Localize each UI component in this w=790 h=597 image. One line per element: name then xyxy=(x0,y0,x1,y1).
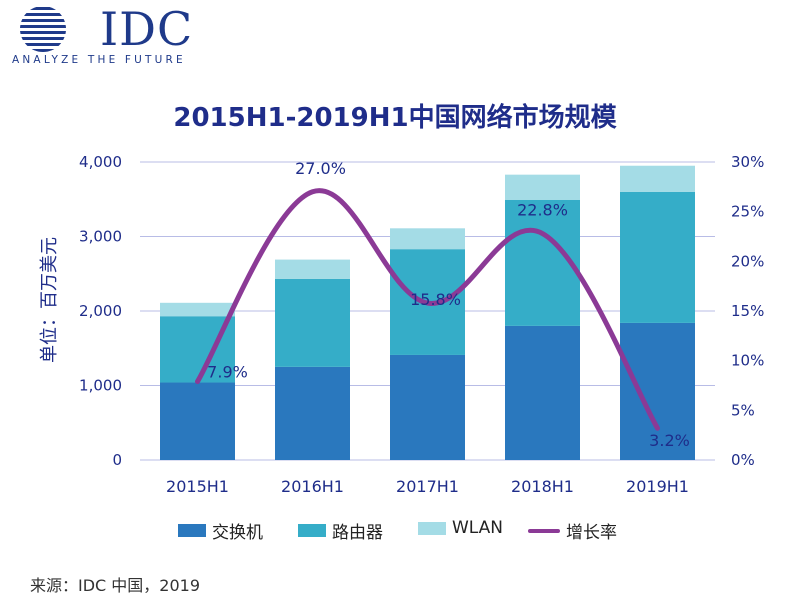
y-tick-label: 4,000 xyxy=(79,153,122,171)
legend-label-growth: 增长率 xyxy=(566,523,617,543)
globe-icon xyxy=(20,7,66,52)
y2-tick-label: 25% xyxy=(731,203,764,221)
legend-item-wlan: WLAN xyxy=(418,518,503,538)
legend-label-wlan: WLAN xyxy=(452,518,504,538)
y-tick-label: 0 xyxy=(112,451,122,469)
logo-tagline: ANALYZE THE FUTURE xyxy=(12,54,186,66)
x-tick-label: 2015H1 xyxy=(166,477,229,496)
legend-label-router: 路由器 xyxy=(332,523,383,543)
growth-data-label: 3.2% xyxy=(649,431,690,450)
legend-swatch-wlan xyxy=(418,521,446,535)
y2-tick-label: 20% xyxy=(731,252,764,270)
legend-line-growth xyxy=(528,528,560,533)
bar-wlan xyxy=(160,302,235,317)
chart-title: 2015H1-2019H1中国网络市场规模 xyxy=(173,103,617,133)
bar-switch xyxy=(390,354,465,460)
y-tick-label: 2,000 xyxy=(79,302,122,320)
y2-tick-label: 10% xyxy=(731,352,764,370)
x-tick-label: 2018H1 xyxy=(511,477,574,496)
growth-data-label: 22.8% xyxy=(517,201,568,220)
idc-logo: IDC ANALYZE THE FUTURE xyxy=(10,4,210,70)
x-tick-label: 2016H1 xyxy=(281,477,344,496)
bar-wlan xyxy=(620,165,695,192)
growth-data-label: 15.8% xyxy=(410,290,461,309)
logo-wordmark: IDC xyxy=(100,2,194,56)
legend-label-switch: 交换机 xyxy=(212,523,263,543)
growth-data-label: 7.9% xyxy=(207,363,248,382)
bar-switch xyxy=(620,322,695,460)
bar-router xyxy=(275,278,350,367)
bar-wlan xyxy=(390,228,465,250)
legend-item-router: 路由器 xyxy=(298,518,383,543)
y2-tick-label: 15% xyxy=(731,302,764,320)
bar-switch xyxy=(160,382,235,460)
bar-wlan xyxy=(275,259,350,279)
growth-line xyxy=(195,188,660,431)
growth-data-label: 27.0% xyxy=(295,159,346,178)
x-tick-label: 2017H1 xyxy=(396,477,459,496)
bar-switch xyxy=(275,366,350,460)
y2-tick-label: 30% xyxy=(731,153,764,171)
y2-tick-label: 5% xyxy=(731,401,755,419)
bar-switch xyxy=(505,325,580,460)
legend-item-switch: 交换机 xyxy=(178,518,263,543)
x-tick-label: 2019H1 xyxy=(626,477,689,496)
legend-item-growth: 增长率 xyxy=(528,518,617,543)
bar-router xyxy=(505,199,580,326)
y-tick-label: 1,000 xyxy=(79,377,122,395)
legend-swatch-router xyxy=(298,524,326,537)
source-note: 来源：IDC 中国，2019 xyxy=(30,576,201,595)
y-tick-label: 3,000 xyxy=(79,228,122,246)
legend-swatch-switch xyxy=(178,524,206,537)
bar-wlan xyxy=(505,174,580,200)
y2-tick-label: 0% xyxy=(731,451,755,469)
bar-router xyxy=(620,191,695,323)
chart-legend: 交换机 路由器 WLAN 增长率 xyxy=(0,518,790,543)
